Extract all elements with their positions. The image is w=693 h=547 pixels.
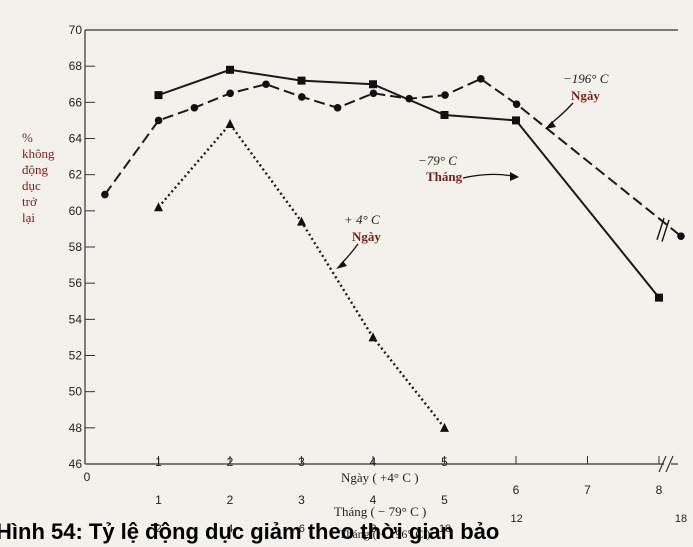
data-point-circle	[226, 89, 234, 98]
x-tick-label-days: 4	[370, 455, 377, 469]
y-tick-label: 48	[69, 421, 83, 435]
x-tick-label-days: 3	[298, 455, 305, 469]
y-tick-label: 66	[69, 95, 83, 109]
x-zero-label: 0	[84, 470, 91, 484]
x-tick-label-months-79: 2	[227, 493, 234, 507]
series-break-mark	[661, 219, 670, 242]
data-point-triangle	[297, 216, 306, 226]
series-line	[158, 68, 660, 299]
series-0	[154, 119, 449, 432]
y-tick-label: 70	[69, 23, 83, 37]
data-point-circle	[154, 116, 163, 125]
y-axis-label: %	[22, 130, 33, 145]
data-point-circle	[477, 75, 485, 83]
annotation-arrow-79	[462, 173, 513, 179]
y-tick-label: 62	[69, 168, 83, 182]
x-scale-label-months-196: Tháng ( − 196° C )	[339, 527, 430, 541]
series-2	[101, 75, 685, 240]
y-axis-label: động	[22, 162, 49, 177]
data-point-square	[655, 293, 663, 302]
y-tick-label: 64	[69, 132, 83, 146]
data-point-square	[512, 116, 520, 125]
series-break-mark	[656, 217, 665, 240]
data-point-triangle	[154, 202, 163, 212]
figure-caption: Hình 54: Tỷ lệ động dục giảm theo thời g…	[0, 519, 500, 544]
x-tick-label-months-196: 10	[439, 523, 451, 535]
annotation-label: Ngày	[352, 229, 381, 244]
y-axis-label: trở	[22, 194, 38, 209]
data-point-square	[440, 110, 449, 119]
annotation-arrow-4-head	[336, 261, 347, 269]
annotation-label: −79° C	[418, 153, 457, 168]
data-point-circle	[405, 94, 414, 103]
x-axis-break-mark	[658, 455, 667, 473]
y-axis-label: lại	[22, 210, 35, 225]
x-tick-label-months-196: 2	[156, 523, 162, 535]
x-tick-label-months-79: 1	[155, 493, 162, 507]
annotation-label: Ngày	[571, 88, 600, 103]
x-tick-label-months-196: 8	[370, 523, 376, 535]
data-point-square	[297, 76, 306, 85]
annotation-label: −196° C	[563, 71, 609, 86]
y-axis-label: không	[22, 146, 55, 161]
x-tick-label-months-79: 7	[584, 483, 591, 497]
data-point-circle	[101, 190, 109, 199]
x-tick-label-days: 1	[155, 455, 162, 469]
x-tick-label-months-196: 4	[227, 523, 233, 535]
data-point-triangle	[225, 119, 235, 129]
data-point-square	[369, 80, 377, 89]
y-tick-label: 46	[69, 457, 83, 471]
x-tick-label-days: 5	[441, 455, 448, 469]
y-tick-label: 56	[69, 276, 83, 290]
x-tick-label-months-196: 18	[675, 513, 687, 525]
annotation-arrow-79-head	[510, 172, 519, 181]
data-point-circle	[441, 91, 449, 99]
data-point-circle	[512, 100, 521, 108]
x-tick-label-months-196: 6	[299, 523, 305, 535]
x-tick-label-months-79: 5	[441, 493, 448, 507]
x-scale-label-days: Ngày ( +4° C )	[341, 470, 419, 485]
y-tick-label: 60	[69, 204, 83, 218]
series-1	[154, 65, 663, 302]
x-tick-label-days: 2	[227, 455, 234, 469]
y-axis-label: dục	[22, 178, 41, 193]
series-layer	[101, 65, 685, 432]
data-point-triangle	[440, 422, 449, 432]
annotation-label: Tháng	[426, 169, 463, 184]
y-tick-label: 52	[69, 349, 83, 363]
data-point-circle	[677, 232, 685, 240]
data-point-circle	[190, 103, 199, 112]
x-scale-label-months-79: Tháng ( − 79° C )	[334, 504, 426, 519]
data-point-triangle	[368, 332, 378, 342]
x-tick-label-months-196: 12	[510, 513, 522, 525]
y-tick-label: 54	[69, 312, 83, 326]
annotation-arrow-196	[548, 102, 574, 126]
x-tick-label-months-79: 4	[370, 493, 377, 507]
y-tick-label: 58	[69, 240, 83, 254]
data-point-circle	[369, 89, 378, 98]
axes: 46485052545658606264666870%khôngđộngdụct…	[22, 23, 687, 541]
x-tick-label-months-79: 6	[513, 483, 520, 497]
x-axis-break-mark	[665, 455, 674, 473]
data-point-square	[226, 65, 234, 74]
x-tick-label-months-79: 3	[298, 493, 305, 507]
series-line	[157, 122, 446, 429]
annotation-label: + 4° C	[344, 212, 380, 227]
x-tick-label-months-79: 8	[656, 483, 663, 497]
data-point-circle	[262, 80, 270, 89]
y-tick-label: 50	[69, 385, 83, 399]
y-tick-label: 68	[69, 59, 83, 73]
annotation-arrow-196-head	[545, 121, 556, 129]
data-point-square	[154, 91, 163, 100]
data-point-circle	[298, 93, 306, 101]
data-point-circle	[333, 103, 342, 112]
